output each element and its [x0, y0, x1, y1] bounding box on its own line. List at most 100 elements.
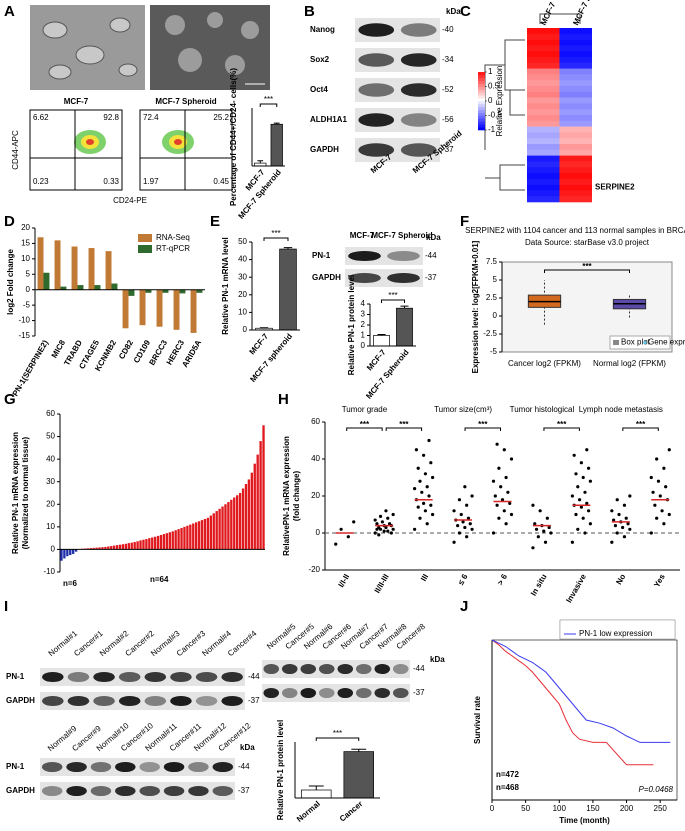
bar [236, 495, 239, 550]
bar [244, 483, 248, 550]
bar [111, 283, 118, 290]
bar [189, 524, 192, 550]
bar [37, 237, 44, 290]
heatmap-cell [527, 138, 560, 145]
heatmap-cell [559, 109, 592, 116]
y-tick-label: 0 [361, 341, 366, 350]
dot [391, 527, 395, 531]
heatmap-cell [559, 132, 592, 139]
blot-band-area [40, 668, 245, 686]
blot-band [163, 785, 185, 797]
blot-band [300, 663, 317, 675]
bar [221, 506, 224, 550]
dot [610, 540, 614, 544]
bar [180, 527, 183, 550]
significance: *** [399, 420, 409, 429]
bar [105, 251, 112, 290]
dot [502, 509, 506, 513]
dot [542, 529, 546, 533]
bar [212, 513, 215, 550]
heatmap-cell [559, 138, 592, 145]
dot [660, 509, 664, 513]
bar [192, 523, 195, 550]
bar [186, 525, 189, 550]
heatmap-cell [527, 62, 560, 69]
dot [466, 516, 471, 520]
bar [270, 123, 283, 167]
bar [98, 547, 101, 550]
significance: *** [636, 420, 646, 429]
dot [649, 531, 653, 535]
dot [429, 503, 433, 507]
kda-label: -37 [248, 696, 260, 705]
dot [463, 525, 467, 530]
kda-label: -40 [442, 25, 454, 34]
annotation: n=472 [496, 770, 519, 779]
legend-label: RT-qPCR [156, 244, 190, 253]
row-label: GAPDH [6, 696, 35, 705]
bar [110, 546, 113, 550]
kda-label: -37 [442, 145, 454, 154]
dot [346, 535, 350, 539]
dot [352, 520, 356, 524]
kda-header: kDa [426, 233, 441, 242]
dot [493, 494, 497, 498]
bar [209, 515, 212, 550]
bar [113, 545, 116, 550]
kda-label: -37 [238, 786, 250, 795]
blot-band [400, 83, 437, 97]
bar [142, 539, 145, 550]
y-tick-label: 40 [238, 255, 247, 264]
blot-band [67, 695, 90, 707]
bar [168, 532, 171, 550]
dot [622, 503, 627, 507]
bar [156, 535, 160, 550]
blot-band [188, 785, 209, 797]
row-label: ALDH1A1 [310, 115, 347, 124]
blot-band [348, 250, 381, 262]
panel-letter: E [210, 213, 220, 230]
dot [382, 529, 386, 533]
heatmap-cell [559, 149, 592, 156]
x-tick-label: III [419, 573, 430, 583]
heatmap-cell [527, 115, 560, 122]
dot [577, 498, 582, 502]
flow-population [174, 139, 182, 145]
bar [63, 549, 66, 559]
y-axis-label: Expression level: log2[FPKM+0.01] [471, 240, 480, 373]
blot-band [355, 663, 372, 675]
colorbar-step [478, 124, 485, 128]
heatmap-cell [527, 196, 560, 203]
bar [124, 543, 128, 550]
row-label: GAPDH [310, 145, 339, 154]
dot [581, 516, 585, 520]
y-tick-label: 0 [493, 311, 498, 320]
dot [534, 527, 539, 531]
colorbar-label: -1 [488, 125, 496, 134]
dot [509, 457, 514, 461]
error-bar [351, 748, 367, 752]
bar [195, 522, 198, 550]
blot-band-area [262, 684, 410, 702]
bar [171, 531, 174, 550]
colorbar-step [478, 121, 485, 125]
row-label: PN-1 [312, 251, 331, 260]
blot-band [263, 663, 280, 675]
kda-label: -56 [442, 115, 454, 124]
heatmap-cell [559, 74, 592, 81]
blot-band [358, 113, 395, 127]
dot [502, 448, 506, 452]
dot [664, 485, 668, 489]
panel-letter: H [278, 391, 289, 408]
y-tick-label: 20 [311, 491, 320, 500]
dot [570, 494, 574, 498]
blot-band [387, 272, 420, 284]
kda-label: -34 [442, 55, 454, 64]
y-tick-label: 20 [238, 290, 247, 299]
bar [71, 246, 78, 290]
group-label: Tumor histological [510, 405, 575, 414]
dot [574, 472, 578, 476]
heatmap-cell [527, 109, 560, 116]
row-label: Sox2 [310, 55, 330, 64]
heatmap-cell [559, 86, 592, 93]
